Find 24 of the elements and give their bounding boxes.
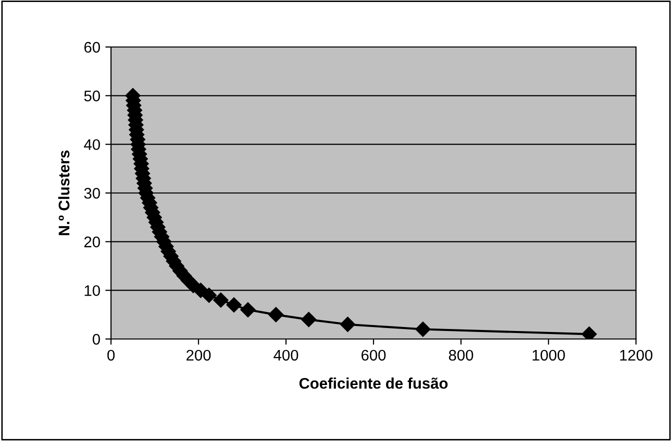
point (340, 316, 356, 332)
y-tick-label: 0 (92, 334, 100, 345)
x-tick-label: 400 (274, 350, 298, 361)
y-axis-title: N.º Clusters (58, 150, 70, 236)
point (213, 292, 228, 308)
y-tick-label: 40 (84, 139, 100, 150)
y-tick-label: 50 (84, 90, 100, 102)
y-tick-label: 20 (84, 236, 100, 248)
y-tick-label: 30 (84, 188, 100, 199)
x-tick-label: 800 (448, 350, 474, 361)
y-tick-label: 60 (84, 42, 100, 53)
x-axis-title: Coeficiente de fusão (299, 378, 448, 389)
x-tick-label: 0 (107, 350, 115, 361)
point (301, 312, 316, 328)
point (226, 297, 242, 313)
point (415, 322, 431, 337)
x-tick-label: 1000 (532, 350, 565, 361)
point (240, 302, 256, 318)
y-tick-label: 10 (84, 285, 100, 296)
x-tick-label: 1200 (620, 350, 652, 361)
point (201, 288, 217, 303)
point (268, 307, 284, 322)
x-tick-label: 200 (186, 350, 211, 361)
x-tick-label: 600 (362, 350, 386, 361)
